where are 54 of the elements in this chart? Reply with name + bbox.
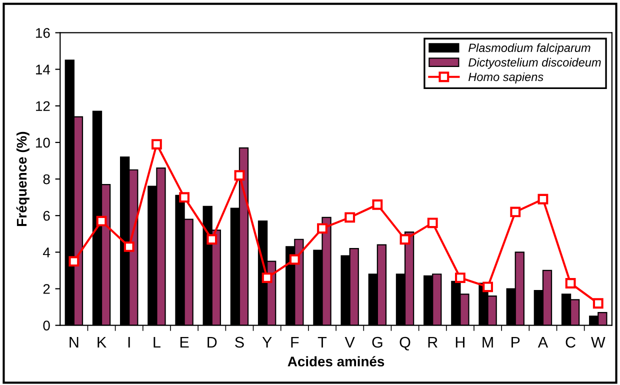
x-tick-label: E [180,336,189,348]
x-tick-label: I [128,336,130,348]
point [427,218,438,228]
x-tick-label: F [291,336,299,348]
x-tick-label: S [235,336,244,348]
point [317,223,328,234]
y-tick-label: 2 [43,284,50,294]
point [592,298,604,309]
x-tick-label: N [70,336,78,348]
point [234,170,245,181]
y-tick-label: 4 [43,248,50,258]
point [151,139,162,150]
point [206,234,218,245]
point [482,282,493,292]
y-tick-label: 6 [43,210,50,221]
x-tick-label: T [318,336,327,348]
x-axis-title: Acides aminés [288,356,384,366]
y-axis-title: Fréquence (%) [16,132,30,226]
point [124,241,134,252]
point [68,256,80,267]
legend-label: Dictyostelium discoideum [468,58,601,69]
y-tick-label: 0 [43,320,50,330]
point [538,194,548,204]
x-tick-label: G [372,336,382,348]
x-tick-label: K [98,336,106,348]
x-tick-label: R [428,336,438,348]
x-tick-label: A [538,336,548,348]
point [289,254,300,265]
y-tick-label: 8 [43,174,50,184]
x-tick-label: V [344,336,355,348]
point [510,206,521,218]
x-tick-label: H [456,336,464,348]
y-tick-label: 14 [36,64,50,74]
x-tick-label: P [512,336,520,348]
x-tick-label: W [591,336,606,348]
point [565,278,576,288]
y-tick-label: 12 [36,101,50,111]
x-tick-label: L [154,336,160,348]
x-tick-label: C [566,336,576,348]
point [96,216,107,226]
x-tick-label: M [482,336,493,348]
y-tick-label: 16 [36,28,50,38]
x-tick-label: D [208,336,217,348]
point [454,272,466,283]
legend-label: Plasmodium falciparum [468,43,590,54]
y-tick-label: 10 [36,138,50,148]
point [372,199,383,210]
point [179,192,190,203]
point [344,212,356,223]
x-tick-label: Y [262,336,272,348]
legend-label: Homo sapiens [468,72,544,84]
point [262,272,272,283]
point [400,234,410,245]
x-tick-label: Q [400,336,410,350]
